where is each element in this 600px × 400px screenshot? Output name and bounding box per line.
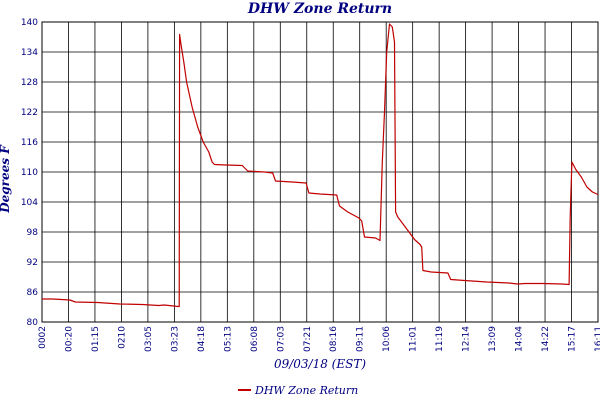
y-tick-label: 98 [27, 228, 39, 238]
x-tick-label: 05:13 [223, 326, 233, 352]
y-tick-label: 122 [21, 108, 38, 118]
x-tick-label: 16:11 [594, 326, 600, 352]
x-tick-label: 04:18 [197, 326, 207, 352]
series-line [42, 23, 599, 308]
y-tick-label: 80 [27, 318, 39, 328]
x-tick-label: 11:19 [435, 326, 445, 352]
x-tick-label: 06:08 [250, 326, 260, 352]
y-tick-label: 104 [21, 198, 38, 208]
legend-label: DHW Zone Return [255, 383, 359, 397]
x-tick-label: 14:04 [515, 326, 525, 352]
x-tick-label: 0210 [117, 326, 127, 349]
y-tick-label: 86 [27, 288, 39, 298]
legend: DHW Zone Return [238, 383, 358, 397]
y-tick-label: 128 [21, 78, 38, 88]
x-tick-label: 09:11 [356, 326, 366, 352]
x-tick-label: 07:21 [303, 326, 313, 352]
x-tick-label: 15:17 [568, 326, 578, 352]
x-tick-label: 07:03 [276, 326, 286, 352]
x-tick-label: 03:23 [170, 326, 180, 352]
x-tick-label: 13:09 [488, 326, 498, 352]
x-axis-label: 09/03/18 (EST) [273, 357, 367, 371]
x-tick-label: 0002 [38, 326, 48, 349]
legend-swatch [238, 389, 251, 391]
x-tick-label: 01:15 [91, 326, 101, 352]
y-tick-label: 134 [21, 48, 38, 58]
plot-border [41, 21, 599, 323]
y-tick-label: 92 [27, 258, 38, 268]
x-tick-label: 11:01 [409, 326, 419, 352]
x-tick-label: 12:14 [462, 326, 472, 352]
x-tick-label: 08:16 [329, 326, 339, 352]
x-tick-label: 14:22 [541, 326, 551, 352]
y-tick-label: 110 [21, 168, 38, 178]
y-tick-label: 140 [21, 18, 38, 28]
x-tick-label: 00:20 [64, 326, 74, 352]
x-tick-label: 03:05 [144, 326, 154, 352]
y-tick-label: 116 [21, 138, 38, 148]
x-tick-label: 10:06 [382, 326, 392, 352]
chart-title: DHW Zone Return [247, 1, 393, 17]
